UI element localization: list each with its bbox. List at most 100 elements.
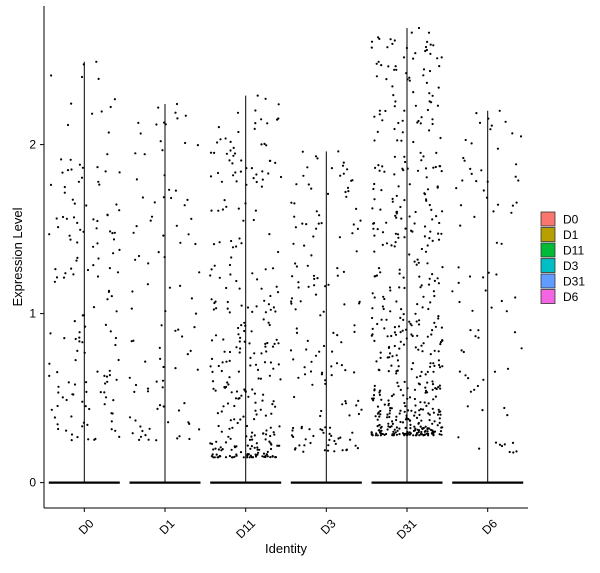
point-D31 bbox=[424, 373, 427, 376]
point-D1 bbox=[139, 435, 143, 438]
point-D11 bbox=[243, 321, 246, 324]
point-D31 bbox=[399, 340, 402, 343]
point-D31 bbox=[419, 408, 422, 411]
point-D11 bbox=[224, 441, 228, 444]
point-D31 bbox=[378, 393, 381, 396]
point-D3 bbox=[292, 358, 295, 361]
point-D6 bbox=[458, 300, 461, 304]
point-D6 bbox=[489, 128, 492, 131]
point-D31 bbox=[420, 247, 423, 251]
point-D31 bbox=[381, 243, 384, 246]
point-D31 bbox=[439, 387, 442, 390]
point-D31 bbox=[385, 221, 388, 224]
point-D11 bbox=[240, 394, 243, 397]
x-ticks: D0 D1 D11 D3 D31 D6 bbox=[76, 508, 500, 542]
point-D0 bbox=[79, 228, 82, 231]
point-D31 bbox=[379, 356, 382, 359]
point-D3 bbox=[292, 435, 295, 438]
point-D31 bbox=[378, 391, 381, 394]
point-D11 bbox=[238, 340, 241, 343]
point-D31 bbox=[380, 318, 383, 321]
point-D6 bbox=[500, 242, 503, 245]
point-D0 bbox=[57, 391, 60, 394]
point-D3 bbox=[327, 444, 330, 447]
point-D31 bbox=[439, 341, 442, 344]
point-D11 bbox=[255, 442, 258, 445]
point-D1 bbox=[132, 231, 135, 234]
point-D1 bbox=[167, 421, 170, 424]
point-D3 bbox=[306, 166, 309, 169]
point-D31 bbox=[401, 329, 404, 332]
point-D6 bbox=[475, 112, 478, 115]
point-D11 bbox=[261, 455, 264, 458]
point-D31 bbox=[387, 425, 390, 428]
point-D11 bbox=[233, 455, 236, 458]
point-D31 bbox=[370, 40, 374, 43]
point-D3 bbox=[320, 222, 323, 225]
point-D6 bbox=[473, 388, 476, 391]
point-D31 bbox=[371, 316, 374, 320]
point-D6 bbox=[470, 172, 473, 175]
point-D0 bbox=[80, 176, 84, 179]
point-D3 bbox=[290, 300, 293, 303]
point-D1 bbox=[183, 204, 186, 207]
point-D31 bbox=[423, 193, 427, 196]
point-D3 bbox=[313, 284, 316, 287]
point-D3 bbox=[342, 172, 345, 175]
point-D11 bbox=[249, 447, 252, 450]
point-D31 bbox=[395, 433, 398, 436]
point-D3 bbox=[339, 436, 342, 439]
point-D11 bbox=[211, 380, 215, 383]
point-D0 bbox=[111, 412, 114, 415]
point-D1 bbox=[198, 428, 201, 431]
point-D11 bbox=[277, 103, 280, 106]
point-D31 bbox=[419, 151, 422, 154]
point-D11 bbox=[233, 418, 236, 421]
point-D11 bbox=[219, 138, 222, 141]
point-D31 bbox=[429, 52, 432, 56]
point-D31 bbox=[370, 46, 373, 49]
point-D0 bbox=[73, 202, 76, 205]
point-D3 bbox=[297, 376, 300, 379]
point-D11 bbox=[250, 435, 253, 438]
point-D1 bbox=[131, 432, 134, 435]
point-D11 bbox=[276, 118, 279, 121]
point-D31 bbox=[438, 417, 441, 420]
point-D11 bbox=[269, 294, 272, 298]
point-D0 bbox=[69, 238, 72, 241]
point-D31 bbox=[434, 395, 437, 398]
point-D3 bbox=[330, 434, 333, 437]
point-D3 bbox=[315, 210, 318, 213]
point-D31 bbox=[441, 266, 444, 269]
point-D3 bbox=[305, 223, 308, 226]
point-D11 bbox=[269, 308, 272, 311]
point-D31 bbox=[431, 118, 434, 121]
point-D0 bbox=[53, 416, 57, 419]
point-D31 bbox=[422, 155, 425, 158]
point-D3 bbox=[293, 215, 296, 218]
point-D31 bbox=[376, 405, 380, 408]
point-D11 bbox=[226, 381, 229, 384]
point-D31 bbox=[393, 344, 396, 348]
point-D1 bbox=[157, 251, 160, 254]
point-D11 bbox=[223, 350, 226, 353]
point-D11 bbox=[264, 311, 267, 314]
point-D11 bbox=[212, 243, 216, 246]
legend-label-D0: D0 bbox=[563, 213, 579, 227]
point-D31 bbox=[381, 119, 384, 122]
point-D0 bbox=[106, 213, 109, 216]
point-D3 bbox=[353, 371, 356, 374]
point-D31 bbox=[417, 421, 420, 425]
point-D31 bbox=[394, 232, 397, 235]
point-D31 bbox=[424, 45, 428, 49]
point-D11 bbox=[226, 402, 230, 405]
point-D31 bbox=[417, 119, 420, 123]
point-D11 bbox=[218, 241, 221, 244]
point-D1 bbox=[186, 198, 189, 201]
point-D11 bbox=[278, 444, 281, 447]
point-D31 bbox=[433, 420, 436, 423]
point-D11 bbox=[237, 397, 240, 400]
point-D31 bbox=[389, 289, 392, 292]
point-D0 bbox=[96, 275, 100, 278]
point-D3 bbox=[290, 302, 293, 305]
